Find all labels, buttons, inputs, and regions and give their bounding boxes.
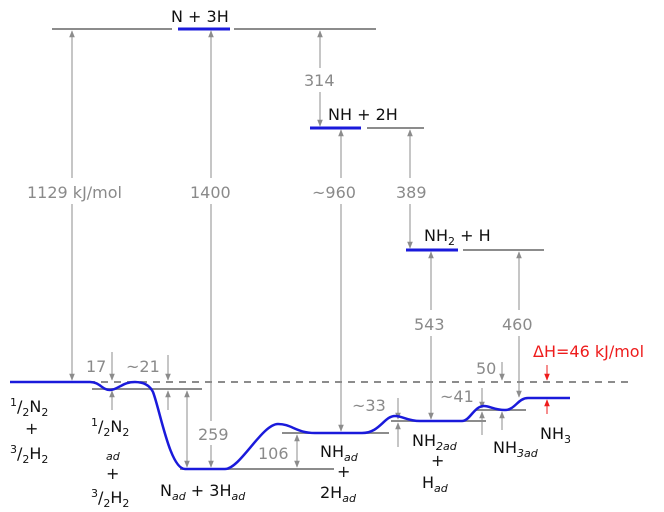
label-n-ad-3h-ad: Nad + 3Had [160,481,246,503]
label-h-ad: Had [422,473,449,495]
label-bg-1400 [186,178,238,204]
label-bg-460 [498,310,542,336]
label-bg-960 [309,178,369,204]
label-three-half-h2-ad: 3/2H2 [91,487,129,510]
label-delta-h: ΔH=46 kJ/mol [533,342,644,361]
label-2h-ad: 2Had [320,483,357,505]
label-389: 389 [396,183,427,202]
label-50: 50 [476,359,496,378]
label-nh2-ad: NH2ad [412,431,458,453]
label-nh3: NH3 [540,424,571,446]
label-bg-314 [300,68,340,92]
label-bg-259 [195,421,237,445]
label-nh-2h: NH + 2H [328,105,398,124]
label-n-3h: N + 3H [171,7,229,26]
label-nh3-ad: NH3ad [493,438,539,460]
label-543: 543 [414,315,445,334]
label-314: 314 [304,71,335,90]
label-plus-3: + [337,462,350,481]
label-33: ~33 [352,396,386,415]
label-bg-543 [410,310,454,336]
label-1129: 1129 kJ/mol [27,183,122,202]
label-plus-4: + [431,451,444,470]
label-ad-1: ad [106,450,121,463]
label-plus-2: + [106,464,119,483]
label-960: ~960 [312,183,356,202]
label-bg-1129 [24,178,140,204]
label-half-n2-ad: 1/2N2 [91,416,129,439]
label-bg-389 [392,178,432,204]
label-259: 259 [198,425,229,444]
label-17: 17 [86,357,106,376]
label-nh2-h: NH2 + H [424,226,491,248]
reaction-profile-curve [10,380,570,471]
label-three-half-h2: 3/2H2 [10,443,48,466]
label-1400: 1400 [190,183,231,202]
label-41: ~41 [440,387,474,406]
label-nh-ad: NHad [320,442,359,464]
label-plus-1: + [25,419,38,438]
label-106: 106 [258,444,289,463]
label-460: 460 [502,315,533,334]
label-21: ~21 [126,357,160,376]
label-half-n2: 1/2N2 [10,396,48,419]
